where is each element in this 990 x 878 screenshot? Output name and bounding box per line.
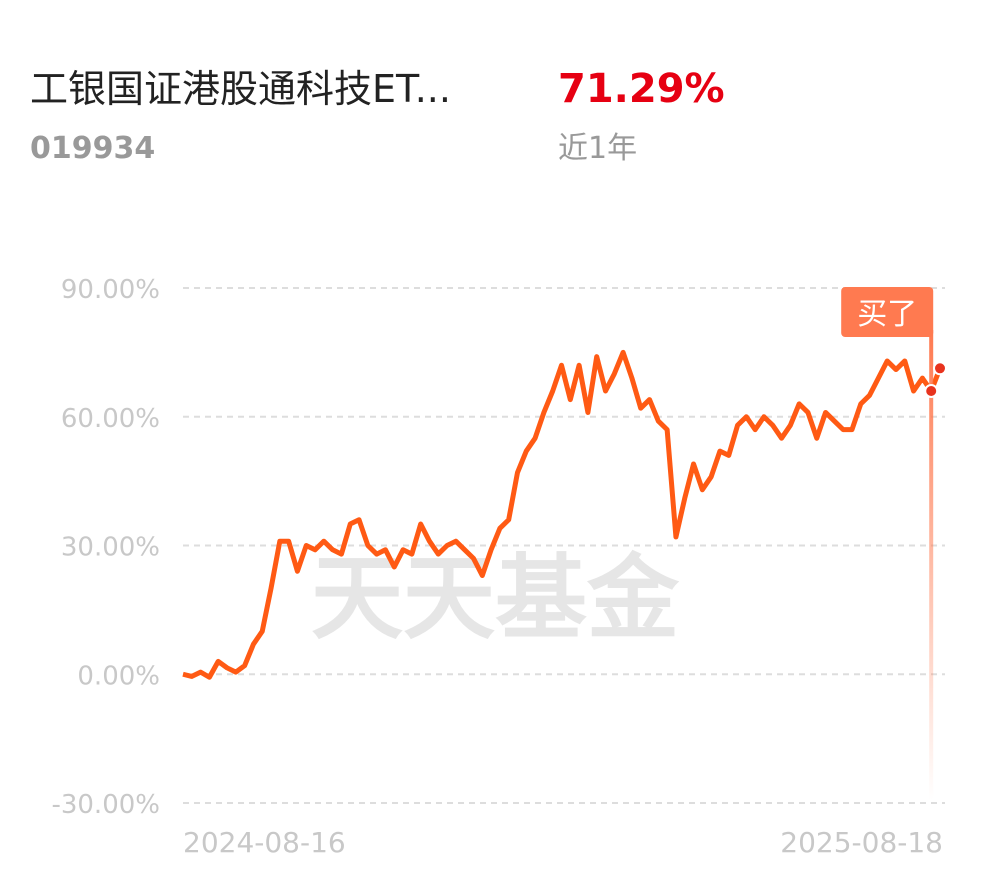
marker-line (929, 330, 934, 800)
marker-tag (841, 287, 934, 337)
fund-code: 019934 (30, 131, 155, 166)
x-tick-label: 2025-08-18 (780, 826, 943, 859)
return-value: 71.29% (558, 66, 725, 112)
y-tick-label: 60.00% (61, 404, 160, 434)
y-tick-label: 30.00% (61, 533, 160, 563)
x-tick-label: 2024-08-16 (183, 826, 346, 859)
marker-dot (924, 384, 939, 398)
y-tick-label: 90.00% (61, 275, 160, 305)
marker-label: 买了 (857, 297, 917, 332)
y-tick-label: 0.00% (77, 661, 160, 691)
watermark: 天天基金 (311, 545, 680, 652)
end-dot (933, 361, 947, 376)
period: 近1年 (558, 131, 637, 166)
line (182, 349, 943, 680)
y-tick-label: -30.00% (51, 790, 160, 820)
fund-title: 工银国证港股通科技ET... (30, 67, 451, 111)
